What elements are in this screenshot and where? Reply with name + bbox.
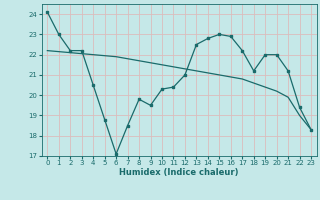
X-axis label: Humidex (Indice chaleur): Humidex (Indice chaleur) — [119, 168, 239, 177]
